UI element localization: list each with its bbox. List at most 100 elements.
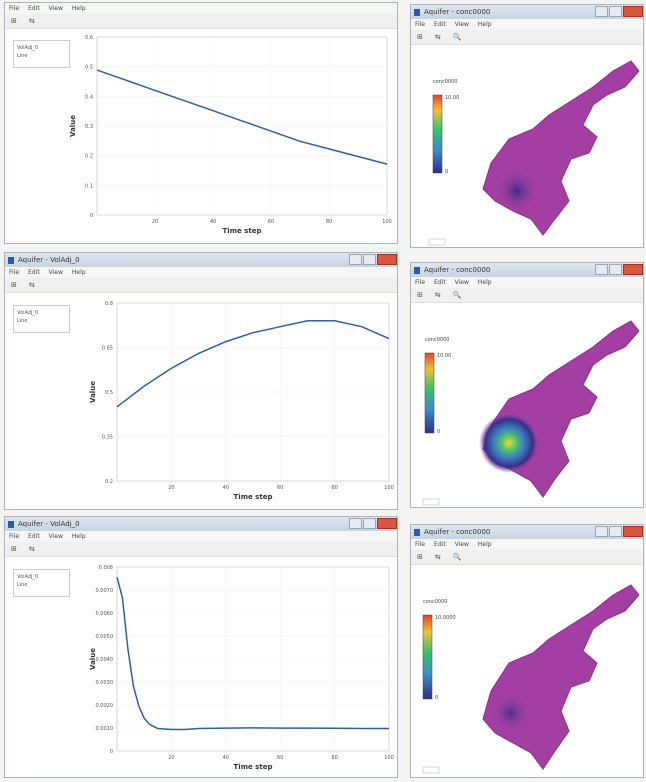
menu-file[interactable]: File xyxy=(415,21,426,28)
y-tick-label: 0.6 xyxy=(85,35,93,41)
y-tick-label: 0 xyxy=(90,213,93,219)
x-tick-label: 60 xyxy=(268,219,274,225)
x-tick-label: 100 xyxy=(382,219,392,225)
y-tick-label: 0.35 xyxy=(102,435,113,441)
menu-view[interactable]: View xyxy=(454,279,469,286)
coord-field[interactable] xyxy=(422,766,440,774)
menu-edit[interactable]: Edit xyxy=(28,5,40,12)
swap-icon[interactable]: ⇆ xyxy=(28,545,35,553)
minimize-button[interactable] xyxy=(349,254,362,265)
title-bar: Aquifer - VolAdj_0 xyxy=(5,253,397,267)
menu-file[interactable]: File xyxy=(415,279,426,286)
legend-box: VolAdj_0 Line xyxy=(13,305,70,333)
close-button[interactable] xyxy=(623,526,643,537)
y-tick-label: 0.0070 xyxy=(96,588,114,594)
y-tick-label: 0.008 xyxy=(99,565,113,571)
window-controls xyxy=(348,253,397,267)
menu-edit[interactable]: Edit xyxy=(434,279,446,286)
menu-view[interactable]: View xyxy=(48,269,63,276)
close-button[interactable] xyxy=(623,264,643,275)
menu-view[interactable]: View xyxy=(48,533,63,540)
close-button[interactable] xyxy=(623,6,643,17)
colorbar xyxy=(432,94,443,174)
legend-sub: Line xyxy=(17,582,28,588)
x-tick-label: 80 xyxy=(326,219,332,225)
maximize-button[interactable] xyxy=(609,526,622,537)
app-icon xyxy=(8,520,14,528)
menu-help[interactable]: Help xyxy=(71,5,86,12)
menu-view[interactable]: View xyxy=(454,21,469,28)
colorbar xyxy=(422,614,433,700)
menu-edit[interactable]: Edit xyxy=(434,541,446,548)
zoom-icon[interactable]: 🔍 xyxy=(452,553,462,561)
colorbar-max: 10.00 xyxy=(445,95,459,101)
minimize-button[interactable] xyxy=(349,518,362,529)
swap-icon[interactable]: ⇆ xyxy=(434,553,441,561)
y-tick-label: 0.1 xyxy=(85,183,93,189)
x-tick-label: 40 xyxy=(210,219,216,225)
close-button[interactable] xyxy=(377,518,397,529)
minimize-button[interactable] xyxy=(595,526,608,537)
zoom-icon[interactable]: 🔍 xyxy=(452,291,462,299)
window-title: Aquifer - VolAdj_0 xyxy=(18,520,80,528)
menu-view[interactable]: View xyxy=(454,541,469,548)
menu-file[interactable]: File xyxy=(415,541,426,548)
toolbar: ⊞ ⇆ xyxy=(5,542,397,557)
menu-edit[interactable]: Edit xyxy=(28,269,40,276)
menu-edit[interactable]: Edit xyxy=(28,533,40,540)
plume-spot xyxy=(495,169,539,213)
coord-field[interactable] xyxy=(428,238,446,246)
plot-window-3[interactable]: Aquifer - VolAdj_0 File Edit View Help ⊞… xyxy=(4,516,398,778)
y-tick-label: 0.65 xyxy=(102,346,113,352)
grid-toggle-icon[interactable]: ⊞ xyxy=(11,17,17,25)
y-tick-label: 0.0060 xyxy=(96,611,114,617)
grid-toggle-icon[interactable]: ⊞ xyxy=(11,281,17,289)
y-axis-label: Value xyxy=(69,115,77,137)
menu-help[interactable]: Help xyxy=(71,269,86,276)
y-tick-label: 0.5 xyxy=(105,390,113,396)
grid-toggle-icon[interactable]: ⊞ xyxy=(417,553,423,561)
map-window-3[interactable]: Aquifer - conc0000 File Edit View Help ⊞… xyxy=(410,524,644,778)
y-tick-label: 0.0010 xyxy=(96,726,114,732)
menu-help[interactable]: Help xyxy=(477,21,492,28)
title-bar: Aquifer - conc0000 xyxy=(411,525,643,539)
colorbar-title: conc0000 xyxy=(433,79,457,85)
maximize-button[interactable] xyxy=(609,264,622,275)
menu-file[interactable]: File xyxy=(9,533,20,540)
minimize-button[interactable] xyxy=(595,6,608,17)
x-tick-label: 80 xyxy=(331,485,337,491)
maximize-button[interactable] xyxy=(363,254,376,265)
swap-icon[interactable]: ⇆ xyxy=(434,33,441,41)
window-title: Aquifer - conc0000 xyxy=(424,266,491,274)
colorbar-min: 0 xyxy=(435,695,438,701)
menu-help[interactable]: Help xyxy=(71,533,86,540)
series-line xyxy=(96,69,388,165)
close-button[interactable] xyxy=(377,254,397,265)
grid-toggle-icon[interactable]: ⊞ xyxy=(417,291,423,299)
menu-file[interactable]: File xyxy=(9,269,20,276)
minimize-button[interactable] xyxy=(595,264,608,275)
menu-file[interactable]: File xyxy=(9,5,20,12)
swap-icon[interactable]: ⇆ xyxy=(434,291,441,299)
menu-bar: File Edit View Help xyxy=(411,19,643,30)
maximize-button[interactable] xyxy=(609,6,622,17)
series-line xyxy=(116,320,390,408)
grid-toggle-icon[interactable]: ⊞ xyxy=(417,33,423,41)
colorbar xyxy=(424,352,435,434)
plot-window-1[interactable]: File Edit View Help ⊞ ⇆ VolAdj_0 Line 20… xyxy=(4,2,398,244)
grid-toggle-icon[interactable]: ⊞ xyxy=(11,545,17,553)
colorbar-min: 0 xyxy=(437,429,440,435)
menu-help[interactable]: Help xyxy=(477,279,492,286)
coord-field[interactable] xyxy=(422,498,440,506)
maximize-button[interactable] xyxy=(363,518,376,529)
map-window-1[interactable]: Aquifer - conc0000 File Edit View Help ⊞… xyxy=(410,4,644,248)
zoom-icon[interactable]: 🔍 xyxy=(452,33,462,41)
map-window-2[interactable]: Aquifer - conc0000 File Edit View Help ⊞… xyxy=(410,262,644,508)
y-tick-label: 0.0040 xyxy=(96,657,114,663)
menu-view[interactable]: View xyxy=(48,5,63,12)
menu-edit[interactable]: Edit xyxy=(434,21,446,28)
swap-icon[interactable]: ⇆ xyxy=(28,17,35,25)
plot-window-2[interactable]: Aquifer - VolAdj_0 File Edit View Help ⊞… xyxy=(4,252,398,510)
swap-icon[interactable]: ⇆ xyxy=(28,281,35,289)
menu-help[interactable]: Help xyxy=(477,541,492,548)
